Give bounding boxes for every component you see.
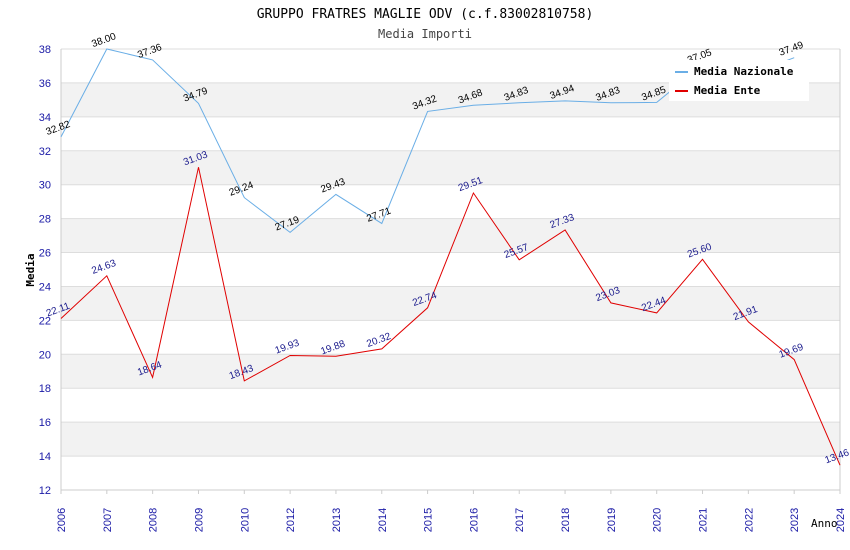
data-label-nazionale: 38.00 [90,31,118,50]
x-tick-label: 2014 [377,508,389,532]
grid-bands [61,82,840,457]
x-tick-label: 2021 [698,508,710,532]
y-tick-label: 36 [39,78,51,90]
y-tick-label: 14 [39,451,51,463]
x-axis-title: Anno [811,517,838,530]
grid-band [61,354,840,389]
grid-band [61,150,840,185]
legend: Media Nazionale Media Ente [669,60,809,101]
data-label-ente: 24.63 [90,258,118,277]
series-line-ente [60,167,841,466]
y-tick-label: 30 [39,180,51,192]
x-axis-ticks: 2006 2007 2008 2009 2010 2012 2013 2014 2015 2016… [56,490,847,532]
data-label-nazionale: 37.36 [136,42,164,61]
x-tick-label: 2022 [743,508,755,532]
x-tick-label: 2009 [193,508,205,532]
chart-title: GRUPPO FRATRES MAGLIE ODV (c.f.830028107… [257,7,594,22]
x-tick-label: 2018 [560,508,572,532]
x-tick-label: 2017 [514,508,526,532]
chart-subtitle: Media Importi [378,27,472,41]
y-tick-label: 28 [39,214,51,226]
x-tick-label: 2024 [835,508,847,532]
x-tick-label: 2016 [468,508,480,532]
grid-band [61,218,840,253]
y-tick-label: 20 [39,349,51,361]
legend-label-ente: Media Ente [694,84,761,97]
x-tick-label: 2012 [285,508,297,532]
y-tick-label: 38 [39,44,51,56]
legend-label-nazionale: Media Nazionale [694,65,794,78]
y-tick-label: 22 [39,315,51,327]
data-label-ente: 20.32 [365,331,393,350]
x-tick-label: 2019 [606,508,618,532]
x-tick-label: 2015 [423,508,435,532]
y-tick-label: 34 [39,112,51,124]
x-tick-label: 2013 [331,508,343,532]
y-axis-title: Media [24,253,37,286]
data-label-ente: 19.93 [274,338,302,357]
x-tick-label: 2023 [789,508,801,532]
y-axis-ticks: 12 14 16 18 20 22 24 26 28 30 32 34 36 38 [39,44,51,497]
y-tick-label: 32 [39,146,51,158]
legend-box [669,60,809,101]
y-tick-label: 26 [39,248,51,260]
y-tick-label: 12 [39,485,51,497]
data-label-nazionale: 37.49 [778,40,806,59]
y-tick-label: 16 [39,417,51,429]
x-tick-label: 2007 [102,508,114,532]
grid-band [61,286,840,321]
y-tick-label: 24 [39,281,51,293]
x-tick-label: 2008 [148,508,160,532]
x-tick-label: 2006 [56,508,68,532]
grid-lines [61,48,840,491]
x-tick-label: 2020 [652,508,664,532]
x-tick-label: 2010 [239,508,251,532]
grid-band [61,422,840,457]
y-tick-label: 18 [39,383,51,395]
